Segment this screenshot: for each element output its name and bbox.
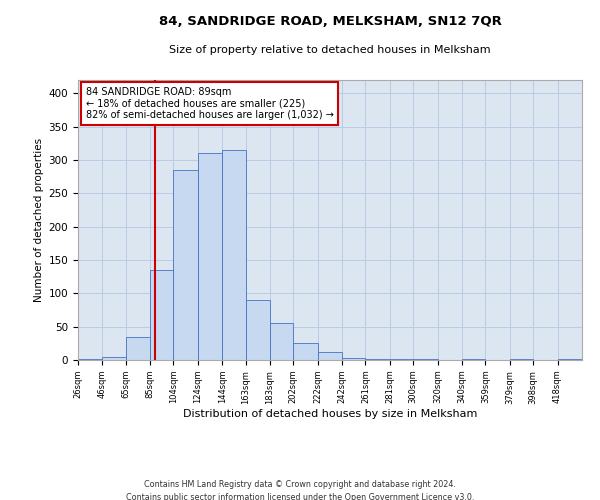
Bar bbox=[365, 358, 390, 360]
Bar bbox=[270, 324, 293, 360]
Bar bbox=[173, 170, 198, 360]
Bar bbox=[126, 336, 150, 360]
Bar bbox=[318, 352, 342, 360]
X-axis label: Distribution of detached houses by size in Melksham: Distribution of detached houses by size … bbox=[183, 409, 477, 419]
Bar bbox=[150, 270, 173, 360]
Text: Size of property relative to detached houses in Melksham: Size of property relative to detached ho… bbox=[169, 45, 491, 55]
Bar bbox=[78, 358, 103, 360]
Bar bbox=[293, 344, 318, 360]
Bar bbox=[103, 356, 126, 360]
Bar bbox=[342, 358, 365, 360]
Y-axis label: Number of detached properties: Number of detached properties bbox=[34, 138, 44, 302]
Text: Contains public sector information licensed under the Open Government Licence v3: Contains public sector information licen… bbox=[126, 492, 474, 500]
Text: 84 SANDRIDGE ROAD: 89sqm
← 18% of detached houses are smaller (225)
82% of semi-: 84 SANDRIDGE ROAD: 89sqm ← 18% of detach… bbox=[86, 87, 334, 120]
Text: Contains HM Land Registry data © Crown copyright and database right 2024.: Contains HM Land Registry data © Crown c… bbox=[144, 480, 456, 489]
Bar bbox=[223, 150, 245, 360]
Bar bbox=[198, 154, 223, 360]
Text: 84, SANDRIDGE ROAD, MELKSHAM, SN12 7QR: 84, SANDRIDGE ROAD, MELKSHAM, SN12 7QR bbox=[158, 15, 502, 28]
Bar bbox=[245, 300, 270, 360]
